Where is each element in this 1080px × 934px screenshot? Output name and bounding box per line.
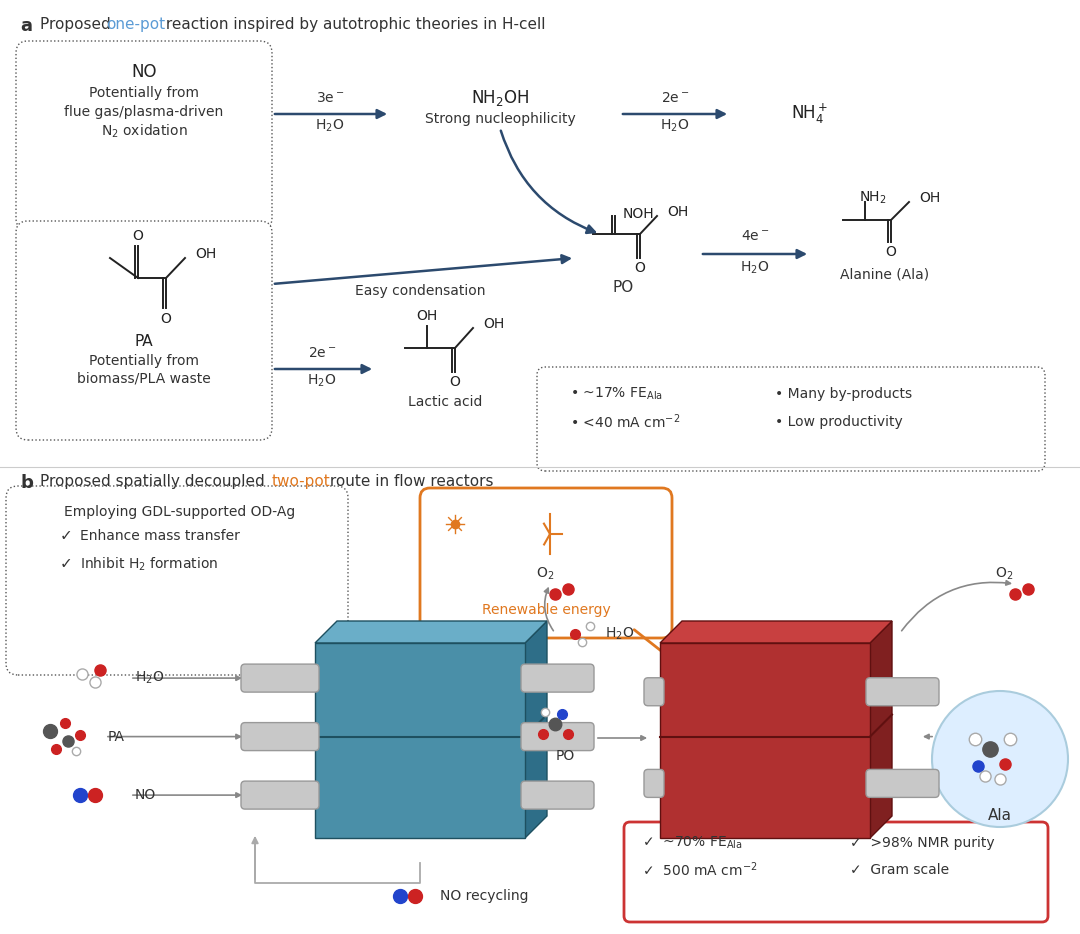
Text: OH: OH — [667, 205, 688, 219]
Text: NO recycling: NO recycling — [440, 889, 528, 903]
Text: 2e$^-$: 2e$^-$ — [308, 346, 336, 360]
FancyBboxPatch shape — [521, 723, 594, 751]
Text: O: O — [635, 261, 646, 275]
Circle shape — [932, 691, 1068, 827]
Text: 4e$^-$: 4e$^-$ — [741, 229, 769, 243]
Text: b: b — [21, 474, 32, 492]
Text: OH: OH — [195, 247, 216, 261]
Text: ✓  ~70% FE$_\mathrm{Ala}$: ✓ ~70% FE$_\mathrm{Ala}$ — [642, 835, 743, 851]
Text: H$_2$O: H$_2$O — [741, 260, 770, 276]
FancyBboxPatch shape — [420, 488, 672, 638]
FancyBboxPatch shape — [866, 770, 939, 798]
Text: Employing GDL-supported OD-Ag: Employing GDL-supported OD-Ag — [65, 505, 296, 519]
FancyBboxPatch shape — [644, 678, 664, 706]
Text: OH: OH — [483, 317, 504, 331]
FancyBboxPatch shape — [16, 41, 272, 230]
FancyBboxPatch shape — [241, 664, 319, 692]
Text: reaction inspired by autotrophic theories in H-cell: reaction inspired by autotrophic theorie… — [161, 17, 545, 32]
Text: • <40 mA cm$^{-2}$: • <40 mA cm$^{-2}$ — [570, 413, 680, 432]
Text: H$_2$O: H$_2$O — [605, 626, 634, 643]
Text: NH$_2$OH: NH$_2$OH — [471, 88, 529, 108]
Polygon shape — [870, 621, 892, 838]
Text: Potentially from: Potentially from — [89, 86, 199, 100]
Text: Easy condensation: Easy condensation — [354, 284, 485, 298]
FancyBboxPatch shape — [241, 781, 319, 809]
Text: ✓: ✓ — [60, 529, 72, 544]
Text: ✓: ✓ — [60, 557, 72, 572]
FancyBboxPatch shape — [866, 678, 939, 706]
Bar — [660, 643, 870, 838]
FancyBboxPatch shape — [521, 781, 594, 809]
Text: • ~17% FE$_\mathrm{Ala}$: • ~17% FE$_\mathrm{Ala}$ — [570, 386, 663, 403]
Text: • Many by-products: • Many by-products — [775, 387, 913, 401]
Text: 2e$^-$: 2e$^-$ — [661, 91, 689, 105]
Text: PA: PA — [108, 729, 125, 743]
Text: Enhance mass transfer: Enhance mass transfer — [80, 529, 240, 543]
Polygon shape — [660, 621, 892, 643]
Text: Potentially from: Potentially from — [89, 354, 199, 368]
FancyBboxPatch shape — [624, 822, 1048, 922]
Text: H$_2$O: H$_2$O — [135, 670, 164, 686]
Text: OH: OH — [919, 191, 941, 205]
Text: H$_2$O: H$_2$O — [308, 373, 337, 389]
Text: one-pot: one-pot — [106, 17, 165, 32]
Text: H$_2$O: H$_2$O — [660, 118, 690, 134]
Text: Proposed spatially decoupled: Proposed spatially decoupled — [40, 474, 270, 489]
Polygon shape — [315, 621, 546, 643]
Text: a: a — [21, 17, 32, 35]
Text: H$_2$O: H$_2$O — [315, 118, 345, 134]
FancyBboxPatch shape — [6, 486, 348, 675]
FancyBboxPatch shape — [644, 770, 664, 798]
FancyBboxPatch shape — [16, 221, 272, 440]
FancyBboxPatch shape — [521, 664, 594, 692]
Text: 3e$^-$: 3e$^-$ — [315, 91, 345, 105]
Polygon shape — [525, 621, 546, 838]
Text: NH$_4^+$: NH$_4^+$ — [792, 102, 828, 126]
Text: ✓  500 mA cm$^{-2}$: ✓ 500 mA cm$^{-2}$ — [642, 861, 757, 879]
Text: O: O — [133, 229, 144, 243]
Text: Renewable energy: Renewable energy — [482, 603, 610, 617]
Text: PO: PO — [612, 280, 634, 295]
Text: ✓  Gram scale: ✓ Gram scale — [850, 863, 949, 877]
Text: NO: NO — [135, 788, 157, 802]
FancyBboxPatch shape — [241, 723, 319, 751]
Text: OH: OH — [417, 309, 437, 323]
Text: O: O — [449, 375, 460, 389]
Text: Inhibit H$_2$ formation: Inhibit H$_2$ formation — [80, 556, 218, 573]
Text: route in flow reactors: route in flow reactors — [325, 474, 494, 489]
Text: biomass/PLA waste: biomass/PLA waste — [77, 372, 211, 386]
Text: Proposed: Proposed — [40, 17, 116, 32]
Text: NH$_2$: NH$_2$ — [860, 190, 887, 206]
Text: PA: PA — [135, 334, 153, 349]
Text: Alanine (Ala): Alanine (Ala) — [840, 267, 930, 281]
Text: PO: PO — [555, 749, 575, 763]
Text: O: O — [886, 245, 896, 259]
Text: O$_2$: O$_2$ — [536, 566, 554, 582]
Text: N$_2$ oxidation: N$_2$ oxidation — [100, 122, 188, 140]
Text: ✓  >98% NMR purity: ✓ >98% NMR purity — [850, 836, 995, 850]
Text: flue gas/plasma-driven: flue gas/plasma-driven — [65, 105, 224, 119]
FancyBboxPatch shape — [537, 367, 1045, 471]
Text: O: O — [161, 312, 172, 326]
Text: O$_2$: O$_2$ — [995, 566, 1013, 582]
Text: Lactic acid: Lactic acid — [408, 395, 482, 409]
Text: Strong nucleophilicity: Strong nucleophilicity — [424, 112, 576, 126]
Text: • Low productivity: • Low productivity — [775, 415, 903, 429]
Bar — [315, 643, 525, 838]
Text: two-pot: two-pot — [272, 474, 330, 489]
Text: NOH: NOH — [623, 207, 654, 221]
Text: NO: NO — [132, 63, 157, 81]
Text: Ala: Ala — [988, 809, 1012, 824]
